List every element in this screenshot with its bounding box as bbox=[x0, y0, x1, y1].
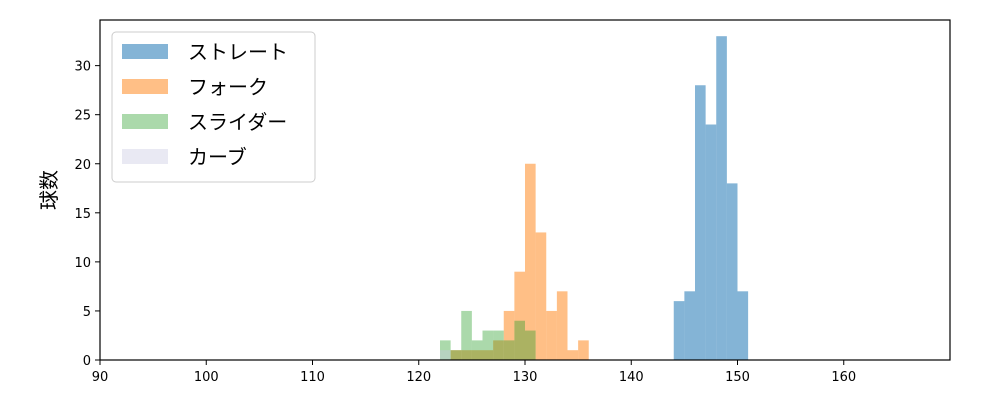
bar-series-0-bin-0 bbox=[673, 301, 685, 360]
legend-swatch bbox=[122, 79, 168, 94]
bar-series-1-bin-4 bbox=[493, 340, 504, 360]
y-tick-label: 0 bbox=[83, 354, 91, 369]
bar-series-2-bin-4 bbox=[482, 330, 494, 360]
bar-series-1-bin-3 bbox=[482, 350, 494, 360]
bar-series-2-bin-7 bbox=[514, 320, 525, 360]
y-tick-label: 5 bbox=[83, 305, 91, 320]
x-tick-label: 100 bbox=[194, 370, 219, 385]
bar-series-1-bin-9 bbox=[546, 310, 557, 360]
bar-series-0-bin-4 bbox=[716, 36, 727, 360]
x-tick-label: 160 bbox=[831, 370, 856, 385]
bar-series-0-bin-1 bbox=[684, 291, 695, 360]
bar-series-2-bin-6 bbox=[503, 340, 515, 360]
bar-series-2-bin-2 bbox=[461, 310, 472, 360]
legend-box bbox=[111, 31, 316, 183]
y-tick-label: 20 bbox=[74, 158, 91, 173]
bar-series-1-bin-2 bbox=[471, 350, 483, 360]
x-tick-label: 150 bbox=[725, 370, 750, 385]
bar-series-0-bin-3 bbox=[705, 124, 717, 360]
bar-series-2-bin-3 bbox=[471, 340, 483, 360]
x-tick-label: 90 bbox=[92, 370, 109, 385]
bars-layer bbox=[440, 36, 749, 360]
y-tick-label: 25 bbox=[74, 109, 91, 124]
x-tick-label: 130 bbox=[513, 370, 538, 385]
legend-label: フォーク bbox=[188, 75, 268, 99]
legend-label: カーブ bbox=[188, 145, 247, 169]
bar-series-2-bin-1 bbox=[450, 350, 462, 360]
bar-series-1-bin-1 bbox=[461, 350, 472, 360]
y-axis-label: 球数 bbox=[37, 170, 61, 210]
bar-series-1-bin-10 bbox=[556, 291, 568, 360]
y-tick-label: 10 bbox=[74, 256, 91, 271]
x-tick-label: 120 bbox=[406, 370, 431, 385]
bar-series-1-bin-11 bbox=[567, 350, 579, 360]
bar-series-3-bin-0 bbox=[440, 350, 451, 360]
legend-swatch bbox=[122, 114, 168, 129]
bar-series-2-bin-0 bbox=[440, 340, 451, 360]
legend-label: スライダー bbox=[188, 110, 287, 134]
bar-series-1-bin-6 bbox=[514, 271, 525, 360]
bar-series-2-bin-5 bbox=[493, 330, 504, 360]
legend-label: ストレート bbox=[188, 40, 288, 64]
y-axis: 0 5 10 15 20 25 30 bbox=[74, 60, 100, 369]
legend-swatch bbox=[122, 44, 168, 59]
bar-series-0-bin-2 bbox=[695, 85, 706, 360]
bar-series-1-bin-12 bbox=[578, 340, 589, 360]
bar-series-1-bin-7 bbox=[525, 163, 536, 360]
bar-series-1-bin-0 bbox=[450, 350, 462, 360]
y-tick-label: 30 bbox=[74, 60, 91, 75]
x-tick-label: 140 bbox=[619, 370, 644, 385]
bar-series-0-bin-6 bbox=[737, 291, 749, 360]
bar-series-2-bin-8 bbox=[525, 330, 536, 360]
bar-series-1-bin-8 bbox=[535, 232, 547, 360]
bar-series-1-bin-5 bbox=[503, 310, 515, 360]
bar-series-0-bin-5 bbox=[726, 183, 738, 360]
y-tick-label: 15 bbox=[74, 207, 91, 222]
x-tick-label: 110 bbox=[300, 370, 325, 385]
legend-swatch bbox=[122, 149, 168, 164]
x-axis: 90 100 110 120 130 140 150 160 bbox=[92, 360, 856, 385]
